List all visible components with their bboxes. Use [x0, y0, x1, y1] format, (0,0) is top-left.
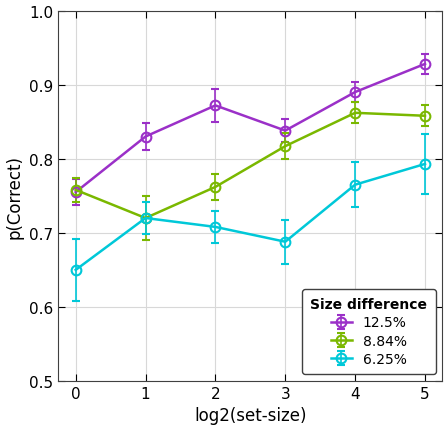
- Y-axis label: p(Correct): p(Correct): [5, 154, 24, 238]
- X-axis label: log2(set-size): log2(set-size): [194, 406, 306, 424]
- Legend: 12.5%, 8.84%, 6.25%: 12.5%, 8.84%, 6.25%: [302, 289, 435, 374]
